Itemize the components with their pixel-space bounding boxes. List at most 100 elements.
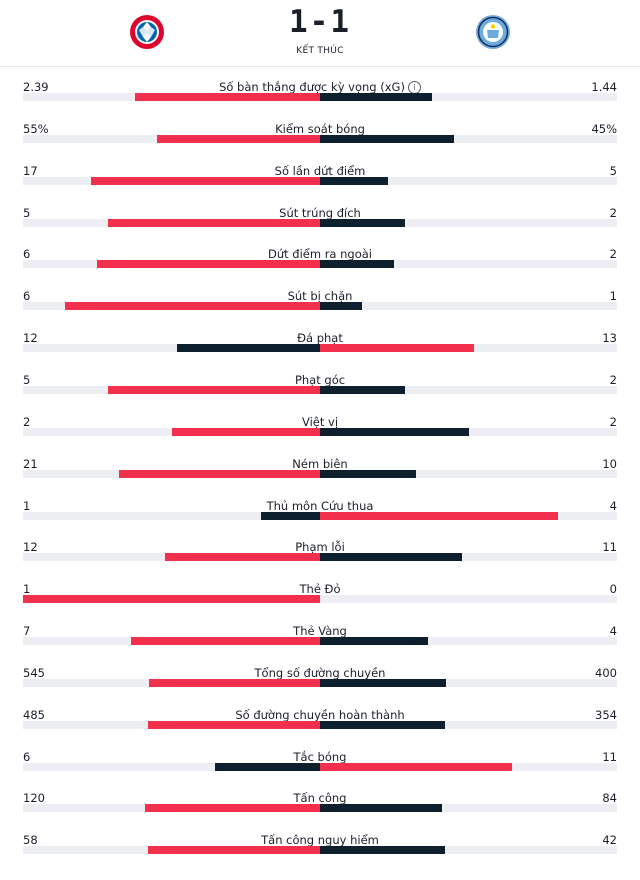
- stat-away-track: [320, 134, 617, 143]
- stat-home-bar: [147, 846, 320, 855]
- stat-label: Tấn công nguy hiểm: [0, 833, 640, 847]
- stat-row: 120 Tấn công 84: [0, 791, 640, 833]
- stat-away-track: [320, 637, 617, 646]
- stat-label-text: Tấn công: [293, 791, 347, 806]
- stat-away-bar: [320, 302, 363, 311]
- stat-away-value: 42: [602, 833, 617, 848]
- stat-away-bar: [320, 385, 405, 394]
- manchester-city-crest-icon[interactable]: [475, 14, 511, 50]
- stat-home-value: 2.39: [23, 80, 49, 94]
- stat-home-bar: [107, 218, 320, 227]
- stat-home-bar: [118, 469, 320, 478]
- stat-away-track: [320, 93, 617, 101]
- header-divider: [0, 66, 640, 67]
- stat-row: 5 Phạt góc 2: [0, 373, 640, 415]
- stat-home-track: [23, 469, 320, 478]
- stat-home-bar: [171, 427, 320, 436]
- stat-home-value: 12: [23, 540, 38, 555]
- stat-away-value: 2: [609, 372, 617, 387]
- stat-away-track: [320, 804, 617, 813]
- stat-away-bar: [320, 134, 454, 143]
- stat-away-value: 0: [609, 582, 617, 597]
- stat-label-text: Kiểm soát bóng: [275, 121, 365, 136]
- stat-label: Dứt điểm ra ngoài: [0, 247, 640, 261]
- stat-away-bar: [320, 218, 405, 227]
- stat-row: 55% Kiểm soát bóng 45%: [0, 122, 640, 164]
- stat-label-text: Đá phạt: [297, 331, 343, 346]
- stat-home-bar: [145, 804, 320, 813]
- stat-away-track: [320, 678, 617, 687]
- stat-label: Phạt góc: [0, 373, 640, 387]
- stat-away-track: [320, 846, 617, 855]
- fc-bayern-munchen-crest-icon[interactable]: [129, 14, 165, 50]
- stat-label-text: Phạt góc: [294, 372, 346, 387]
- stat-home-value: 2: [23, 414, 31, 429]
- stat-home-bar: [134, 93, 320, 101]
- stat-home-bar: [148, 678, 320, 687]
- stat-row: 545 Tổng số đường chuyền 400: [0, 666, 640, 708]
- stat-away-value: 11: [602, 749, 617, 764]
- stat-away-value: 45%: [591, 121, 617, 136]
- stat-label: Tấn công: [0, 791, 640, 805]
- stat-label-text: Thẻ Đỏ: [299, 582, 341, 597]
- stat-home-track: [23, 637, 320, 646]
- stat-label-text: Sút trúng đích: [279, 205, 361, 220]
- stat-home-track: [23, 344, 320, 353]
- stat-home-value: 5: [23, 205, 31, 220]
- stat-away-bar: [320, 720, 446, 729]
- stat-away-bar: [320, 469, 416, 478]
- stat-away-track: [320, 469, 617, 478]
- stat-row: 12 Đá phạt 13: [0, 331, 640, 373]
- stat-away-bar: [320, 511, 558, 520]
- stat-home-bar: [165, 553, 320, 562]
- stat-home-value: 545: [23, 665, 45, 680]
- stat-home-value: 7: [23, 624, 31, 639]
- stat-label: Thẻ Vàng: [0, 624, 640, 638]
- stat-home-track: [23, 427, 320, 436]
- stat-away-value: 1: [609, 289, 617, 304]
- stat-home-bar: [90, 176, 320, 185]
- stat-home-value: 21: [23, 456, 38, 471]
- stat-away-value: 13: [602, 331, 617, 346]
- stat-row: 6 Dứt điểm ra ngoài 2: [0, 247, 640, 289]
- stat-away-track: [320, 595, 617, 604]
- stat-label-text: Tổng số đường chuyền: [254, 665, 386, 680]
- stat-away-value: 400: [595, 665, 617, 680]
- stat-away-value: 4: [609, 624, 617, 639]
- stat-label: Tổng số đường chuyền: [0, 666, 640, 680]
- stat-away-value: 84: [602, 791, 617, 806]
- stat-row: 7 Thẻ Vàng 4: [0, 624, 640, 666]
- stat-home-track: [23, 302, 320, 311]
- stat-away-bar: [320, 804, 443, 813]
- stat-home-track: [23, 595, 320, 604]
- stat-label: Việt vị: [0, 415, 640, 429]
- stat-row: 6 Tắc bóng 11: [0, 750, 640, 792]
- stat-label-text: Phạm lỗi: [295, 540, 345, 555]
- stat-row: 58 Tấn công nguy hiểm 42: [0, 833, 640, 875]
- stat-home-value: 58: [23, 833, 38, 848]
- stat-home-bar: [97, 260, 320, 269]
- match-header: 1-1 KẾT THÚC: [0, 0, 640, 66]
- stat-home-track: [23, 804, 320, 813]
- stat-away-track: [320, 176, 617, 185]
- match-status: KẾT THÚC: [296, 46, 344, 56]
- stat-home-track: [23, 846, 320, 855]
- stat-home-value: 1: [23, 582, 31, 597]
- stat-home-bar: [260, 511, 320, 520]
- stat-home-bar: [156, 134, 320, 143]
- stat-away-track: [320, 511, 617, 520]
- stat-away-value: 10: [602, 456, 617, 471]
- stat-home-track: [23, 176, 320, 185]
- stat-away-track: [320, 260, 617, 269]
- stat-label-text: Sút bị chặn: [287, 289, 353, 304]
- stat-away-value: 354: [595, 707, 617, 722]
- stat-label-text: Tấn công nguy hiểm: [261, 833, 379, 848]
- stat-away-bar: [320, 93, 432, 101]
- stat-row: 1 Thẻ Đỏ 0: [0, 582, 640, 624]
- stat-away-bar: [320, 553, 463, 562]
- stat-home-track: [23, 260, 320, 269]
- stat-home-value: 17: [23, 163, 38, 178]
- stat-home-bar: [215, 762, 320, 771]
- stat-label: Kiểm soát bóng: [0, 122, 640, 136]
- stat-home-value: 1: [23, 498, 31, 513]
